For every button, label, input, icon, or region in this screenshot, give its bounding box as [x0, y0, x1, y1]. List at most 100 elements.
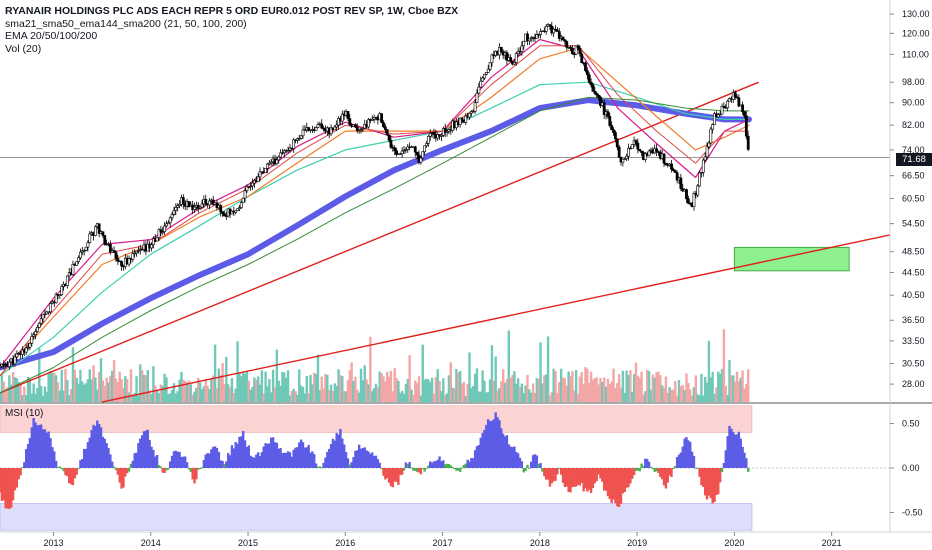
time-tick-label: 2015	[238, 538, 258, 548]
volume-bar	[694, 375, 698, 402]
candle-body	[458, 117, 462, 125]
msi-bar	[443, 464, 447, 468]
msi-bar	[359, 448, 363, 468]
candle-body	[137, 250, 140, 252]
candle-body	[288, 147, 292, 151]
candle-body	[584, 62, 587, 72]
msi-bar	[522, 468, 525, 473]
volume-bar	[389, 370, 393, 402]
msi-bar	[715, 468, 718, 496]
msi-bar	[6, 468, 9, 509]
volume-bar	[189, 384, 192, 402]
volume-bar	[30, 393, 33, 402]
volume-bar	[331, 391, 335, 402]
msi-bar	[511, 447, 514, 468]
candle-body	[421, 151, 425, 159]
time-tick-label: 2013	[43, 538, 63, 548]
volume-bar	[453, 388, 456, 402]
msi-bar	[271, 437, 275, 468]
msi-bar	[71, 468, 75, 486]
msi-bar	[578, 468, 582, 486]
msi-bar	[212, 446, 215, 468]
msi-bar	[17, 468, 20, 480]
msi-bar	[507, 444, 510, 468]
msi-bar	[414, 468, 417, 471]
candle-body	[120, 261, 123, 267]
volume-bar	[58, 390, 62, 402]
msi-bar	[2, 468, 5, 501]
volume-bar	[533, 392, 537, 402]
msi-bar	[206, 453, 209, 468]
volume-bar	[732, 375, 735, 402]
msi-bar	[432, 461, 436, 468]
candle-body	[443, 128, 447, 133]
volume-bar	[417, 376, 421, 402]
volume-bar	[550, 392, 554, 402]
volume-bar	[490, 345, 494, 402]
volume-bar	[513, 371, 516, 402]
candle-body	[258, 171, 262, 178]
volume-bar	[221, 363, 224, 402]
candle-body	[700, 172, 703, 174]
msi-bar	[406, 463, 409, 468]
time-tick-label: 2021	[822, 538, 842, 548]
volume-bar	[511, 375, 514, 402]
msi-bar	[415, 468, 419, 472]
msi-bar	[221, 460, 224, 468]
candle-body	[316, 124, 320, 128]
volume-bar	[660, 385, 664, 402]
candle-body	[440, 134, 443, 137]
msi-bar	[662, 468, 666, 486]
legend-line-ma: sma21_sma50_ema144_sma200 (21, 50, 100, …	[5, 17, 247, 30]
volume-bar	[423, 379, 426, 402]
msi-bar	[178, 451, 181, 468]
msi-bar	[455, 468, 458, 471]
msi-bar	[481, 433, 484, 468]
candle-body	[234, 210, 238, 213]
msi-bar	[490, 420, 494, 468]
candle-body	[157, 229, 161, 238]
volume-bar	[539, 342, 542, 402]
msi-bar	[539, 463, 542, 468]
volume-bar	[10, 384, 13, 402]
volume-bar	[365, 379, 368, 402]
candle-body	[251, 182, 254, 187]
candle-body	[599, 96, 602, 106]
candle-body	[701, 159, 705, 173]
volume-bar	[182, 379, 185, 402]
volume-bar	[79, 369, 82, 402]
msi-bar	[591, 468, 595, 489]
candle-body	[556, 29, 559, 32]
volume-bar	[430, 377, 434, 402]
trend-lines	[0, 81, 891, 403]
candle-body	[578, 47, 582, 55]
volume-bar	[442, 378, 445, 402]
candle-body	[367, 119, 370, 128]
msi-bar	[288, 452, 292, 468]
msi-bar	[612, 468, 615, 500]
candle-body	[116, 258, 120, 262]
candle-body	[585, 70, 589, 76]
msi-bar	[389, 468, 393, 487]
msi-bar	[292, 449, 295, 468]
legend-line-vol: Vol (20)	[5, 42, 42, 55]
msi-bar	[632, 468, 636, 476]
volume-bar	[299, 385, 303, 402]
volume-bar	[726, 395, 729, 402]
candle-body	[621, 158, 625, 163]
volume-bar	[374, 383, 378, 402]
volume-bar	[71, 347, 75, 402]
msi-bar	[4, 468, 7, 509]
candle-body	[93, 226, 97, 236]
msi-bar	[114, 468, 118, 471]
volume-bar	[567, 371, 570, 402]
candle-body	[77, 257, 80, 262]
volume-bar	[391, 391, 395, 402]
volume-bar	[535, 378, 539, 402]
volume-bar	[251, 386, 254, 402]
msi-bar	[552, 468, 555, 482]
candle-body	[479, 80, 483, 88]
volume-bar	[614, 387, 617, 402]
msi-bar	[593, 468, 597, 484]
msi-bar	[215, 448, 219, 468]
